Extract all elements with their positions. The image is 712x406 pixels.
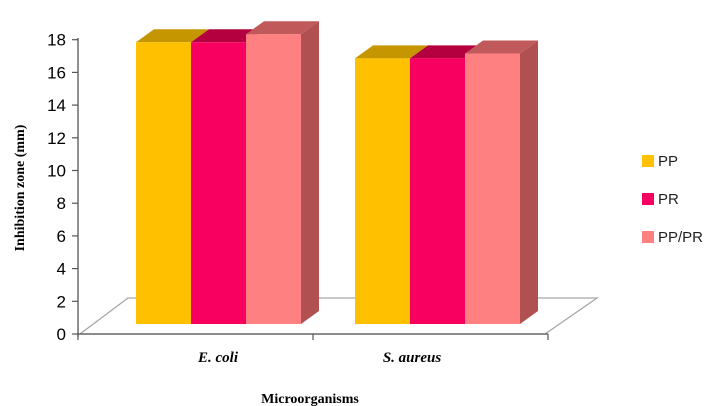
legend-label: PP (658, 153, 678, 170)
bar-top-face (410, 45, 483, 59)
legend-item: PR (642, 191, 679, 208)
x-axis-title: Microorganisms (261, 392, 359, 406)
legend-swatch (642, 231, 654, 243)
axes: 0 2 4 6 8 10 12 14 16 18 E. coli S. aureus (47, 31, 549, 366)
bar-top-face (191, 29, 264, 43)
y-tick-label: 14 (47, 96, 66, 115)
bar (465, 40, 538, 325)
y-tick-label: 16 (47, 63, 66, 82)
bar-front-face (410, 58, 465, 324)
bar (355, 45, 428, 324)
x-category-label: S. aureus (383, 350, 442, 366)
bar-top-face (246, 21, 319, 35)
bar (410, 45, 483, 324)
legend-swatch (642, 193, 654, 205)
legend-item: PP/PR (642, 229, 703, 246)
bar-top-face (465, 40, 538, 54)
legend-label: PP/PR (658, 229, 703, 246)
legend-swatch (642, 155, 654, 167)
y-tick-label: 12 (47, 129, 66, 148)
bar-front-face (355, 58, 410, 324)
y-tick-label: 18 (47, 31, 66, 50)
bar-front-face (246, 34, 301, 324)
bar-top-face (355, 45, 428, 59)
y-axis-title: Inhibition zone (mm) (13, 124, 28, 251)
bars (136, 21, 538, 325)
bar-front-face (191, 42, 246, 324)
x-category-label: E. coli (197, 350, 239, 366)
labels: Inhibition zone (mm) Microorganisms (13, 124, 359, 406)
y-tick-label: 4 (57, 260, 66, 279)
bar-side-face (520, 40, 538, 325)
bar-top-face (136, 29, 209, 43)
y-tick-label: 2 (57, 292, 66, 311)
y-tick-label: 10 (47, 162, 66, 181)
bar-front-face (136, 42, 191, 324)
bar (136, 29, 209, 324)
legend-label: PR (658, 191, 679, 208)
legend: PP PR PP/PR (642, 153, 703, 246)
bar-side-face (301, 21, 319, 324)
y-tick-label: 8 (57, 194, 66, 213)
bar (246, 21, 319, 324)
bar-front-face (465, 53, 520, 325)
y-tick-label: 0 (57, 325, 66, 344)
legend-item: PP (642, 153, 678, 170)
bar (191, 29, 264, 324)
y-tick-label: 6 (57, 227, 66, 246)
